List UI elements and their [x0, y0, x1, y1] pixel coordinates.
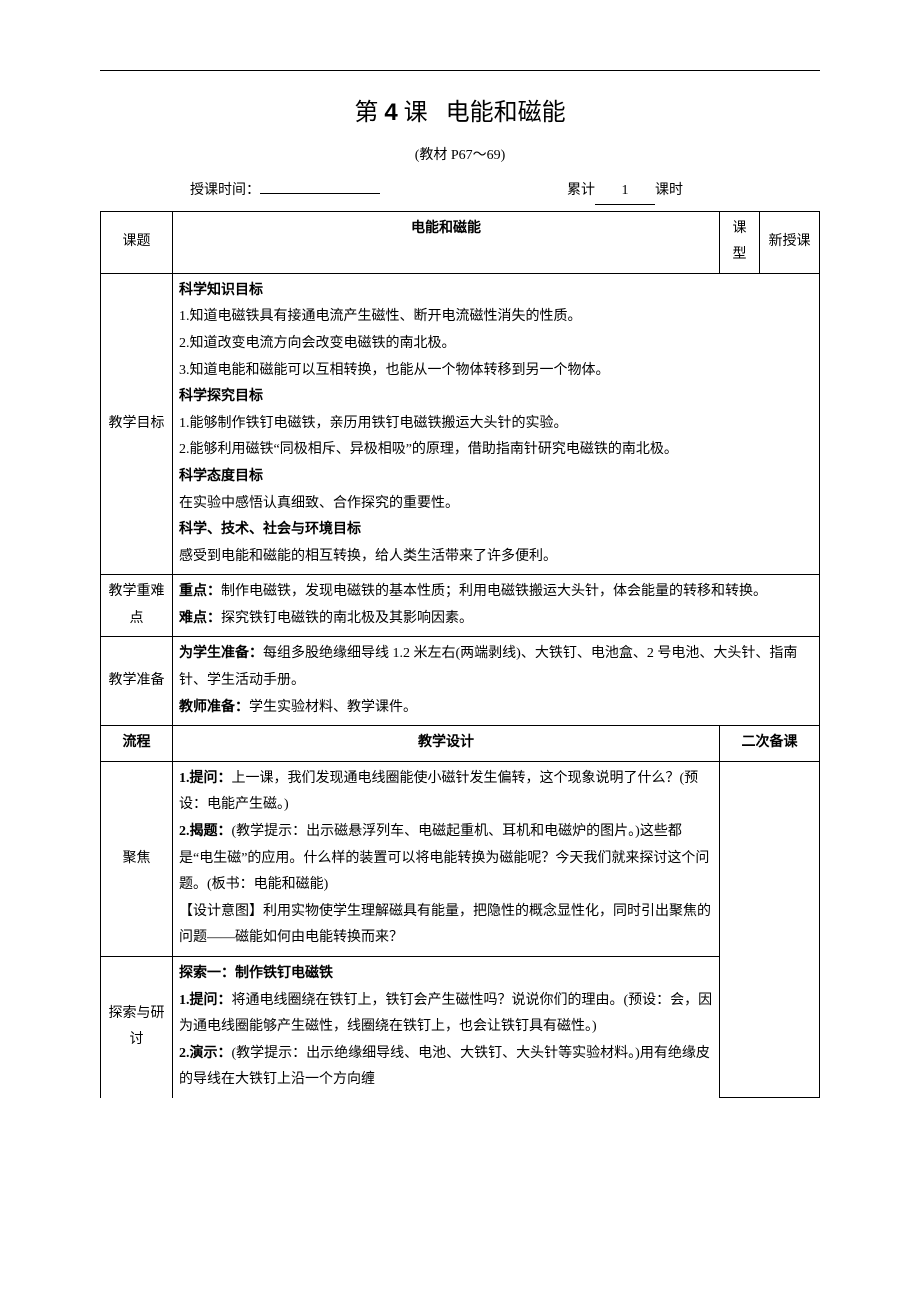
- goals-h2: 科学探究目标: [179, 384, 813, 411]
- explore-label: 探索与研讨: [101, 957, 173, 1098]
- goals-e1: 1.能够制作铁钉电磁铁，亲历用铁钉电磁铁搬运大头针的实验。: [179, 411, 813, 438]
- subtitle: (教材 P67～69): [100, 143, 820, 168]
- header2-c3: 二次备课: [720, 726, 820, 762]
- meta-row: 授课时间： 累计1课时: [100, 178, 820, 204]
- header2-c2: 教学设计: [173, 726, 720, 762]
- focus-p2-label: 难点：: [179, 611, 221, 626]
- focus2-p2-text: (教学提示：出示磁悬浮列车、电磁起重机、耳机和电磁炉的图片。)这些都是“电生磁”…: [179, 824, 709, 892]
- title-name: 电能和磁能: [446, 100, 566, 126]
- lesson-plan-table: 课题 电能和磁能 课型 新授课 教学目标 科学知识目标 1.知道电磁铁具有接通电…: [100, 211, 820, 1099]
- explore-p2-label: 2.演示：: [179, 1046, 232, 1061]
- explore-p1-label: 1.提问：: [179, 993, 232, 1008]
- prep-student: 为学生准备：每组多股绝缘细导线 1.2 米左右(两端剥线)、大铁钉、电池盒、2 …: [179, 641, 813, 694]
- explore-content: 探索一：制作铁钉电磁铁 1.提问：将通电线圈绕在铁钉上，铁钉会产生磁性吗？说说你…: [173, 957, 720, 1098]
- goals-s1: 感受到电能和磁能的相互转换，给人类生活带来了许多便利。: [179, 544, 813, 571]
- focus2-p2-label: 2.揭题：: [179, 824, 232, 839]
- explore-p2: 2.演示：(教学提示：出示绝缘细导线、电池、大铁钉、大头针等实验材料。)用有绝缘…: [179, 1041, 713, 1094]
- focus-content: 重点：制作电磁铁，发现电磁铁的基本性质；利用电磁铁搬运大头针，体会能量的转移和转…: [173, 575, 820, 637]
- ktype-label: 课型: [720, 211, 760, 273]
- teach-time-blank: [260, 193, 380, 194]
- goals-h4: 科学、技术、社会与环境目标: [179, 517, 813, 544]
- teach-time-label: 授课时间：: [190, 183, 260, 198]
- focus-p2: 难点：探究铁钉电磁铁的南北极及其影响因素。: [179, 606, 813, 633]
- goals-h3: 科学态度目标: [179, 464, 813, 491]
- prep-s-label: 为学生准备：: [179, 646, 263, 661]
- title-prefix: 第: [354, 100, 378, 126]
- goals-content: 科学知识目标 1.知道电磁铁具有接通电流产生磁性、断开电流磁性消失的性质。 2.…: [173, 273, 820, 575]
- prep-content: 为学生准备：每组多股绝缘细导线 1.2 米左右(两端剥线)、大铁钉、电池盒、2 …: [173, 637, 820, 726]
- row-topic: 课题 电能和磁能 课型 新授课: [101, 211, 820, 273]
- focus-p1-text: 制作电磁铁，发现电磁铁的基本性质；利用电磁铁搬运大头针，体会能量的转移和转换。: [221, 584, 767, 599]
- explore-p1-text: 将通电线圈绕在铁钉上，铁钉会产生磁性吗？说说你们的理由。(预设：会，因为通电线圈…: [179, 993, 712, 1035]
- focus2-p1-text: 上一课，我们发现通电线圈能使小磁针发生偏转，这个现象说明了什么？(预设：电能产生…: [179, 771, 698, 813]
- prep-t-label: 教师准备：: [179, 700, 249, 715]
- goals-a1: 在实验中感悟认真细致、合作探究的重要性。: [179, 491, 813, 518]
- topic-value: 电能和磁能: [173, 211, 720, 273]
- row-header2: 流程 教学设计 二次备课: [101, 726, 820, 762]
- explore-p1: 1.提问：将通电线圈绕在铁钉上，铁钉会产生磁性吗？说说你们的理由。(预设：会，因…: [179, 988, 713, 1041]
- focus-label: 教学重难点: [101, 575, 173, 637]
- focus2-p2: 2.揭题：(教学提示：出示磁悬浮列车、电磁起重机、耳机和电磁炉的图片。)这些都是…: [179, 819, 713, 899]
- goals-k2: 2.知道改变电流方向会改变电磁铁的南北极。: [179, 331, 813, 358]
- page-title: 第 4 课 电能和磁能: [100, 91, 820, 135]
- focus-p1: 重点：制作电磁铁，发现电磁铁的基本性质；利用电磁铁搬运大头针，体会能量的转移和转…: [179, 579, 813, 606]
- topic-label: 课题: [101, 211, 173, 273]
- goals-k3: 3.知道电能和磁能可以互相转换，也能从一个物体转移到另一个物体。: [179, 358, 813, 385]
- focus2-p3: 【设计意图】利用实物使学生理解磁具有能量，把隐性的概念显性化，同时引出聚焦的问题…: [179, 899, 713, 952]
- ktype-value: 新授课: [760, 211, 820, 273]
- cumulative-label: 累计: [567, 183, 595, 198]
- row-goals: 教学目标 科学知识目标 1.知道电磁铁具有接通电流产生磁性、断开电流磁性消失的性…: [101, 273, 820, 575]
- explore-p2-text: (教学提示：出示绝缘细导线、电池、大铁钉、大头针等实验材料。)用有绝缘皮的导线在…: [179, 1046, 710, 1088]
- focus2-p1: 1.提问：上一课，我们发现通电线圈能使小磁针发生偏转，这个现象说明了什么？(预设…: [179, 766, 713, 819]
- goals-e2: 2.能够利用磁铁“同极相斥、异极相吸”的原理，借助指南针研究电磁铁的南北极。: [179, 437, 813, 464]
- row-focus2: 聚焦 1.提问：上一课，我们发现通电线圈能使小磁针发生偏转，这个现象说明了什么？…: [101, 761, 820, 956]
- title-mid: 课: [404, 100, 428, 126]
- header2-c1: 流程: [101, 726, 173, 762]
- focus-p2-text: 探究铁钉电磁铁的南北极及其影响因素。: [221, 611, 473, 626]
- explore-h1: 探索一：制作铁钉电磁铁: [179, 961, 713, 988]
- notes-cell: [720, 761, 820, 1098]
- goals-h1: 科学知识目标: [179, 278, 813, 305]
- row-explore: 探索与研讨 探索一：制作铁钉电磁铁 1.提问：将通电线圈绕在铁钉上，铁钉会产生磁…: [101, 957, 820, 1098]
- prep-label: 教学准备: [101, 637, 173, 726]
- focus2-p1-label: 1.提问：: [179, 771, 232, 786]
- cumulative-value: 1: [595, 178, 655, 204]
- focus-p1-label: 重点：: [179, 584, 221, 599]
- top-rule: [100, 70, 820, 71]
- title-num: 4: [384, 99, 397, 126]
- focus2-content: 1.提问：上一课，我们发现通电线圈能使小磁针发生偏转，这个现象说明了什么？(预设…: [173, 761, 720, 956]
- prep-s-text: 每组多股绝缘细导线 1.2 米左右(两端剥线)、大铁钉、电池盒、2 号电池、大头…: [179, 646, 797, 688]
- focus2-label: 聚焦: [101, 761, 173, 956]
- row-prep: 教学准备 为学生准备：每组多股绝缘细导线 1.2 米左右(两端剥线)、大铁钉、电…: [101, 637, 820, 726]
- goals-k1: 1.知道电磁铁具有接通电流产生磁性、断开电流磁性消失的性质。: [179, 304, 813, 331]
- prep-teacher: 教师准备：学生实验材料、教学课件。: [179, 695, 813, 722]
- row-focus: 教学重难点 重点：制作电磁铁，发现电磁铁的基本性质；利用电磁铁搬运大头针，体会能…: [101, 575, 820, 637]
- goals-label: 教学目标: [101, 273, 173, 575]
- prep-t-text: 学生实验材料、教学课件。: [249, 700, 417, 715]
- period-label: 课时: [655, 183, 683, 198]
